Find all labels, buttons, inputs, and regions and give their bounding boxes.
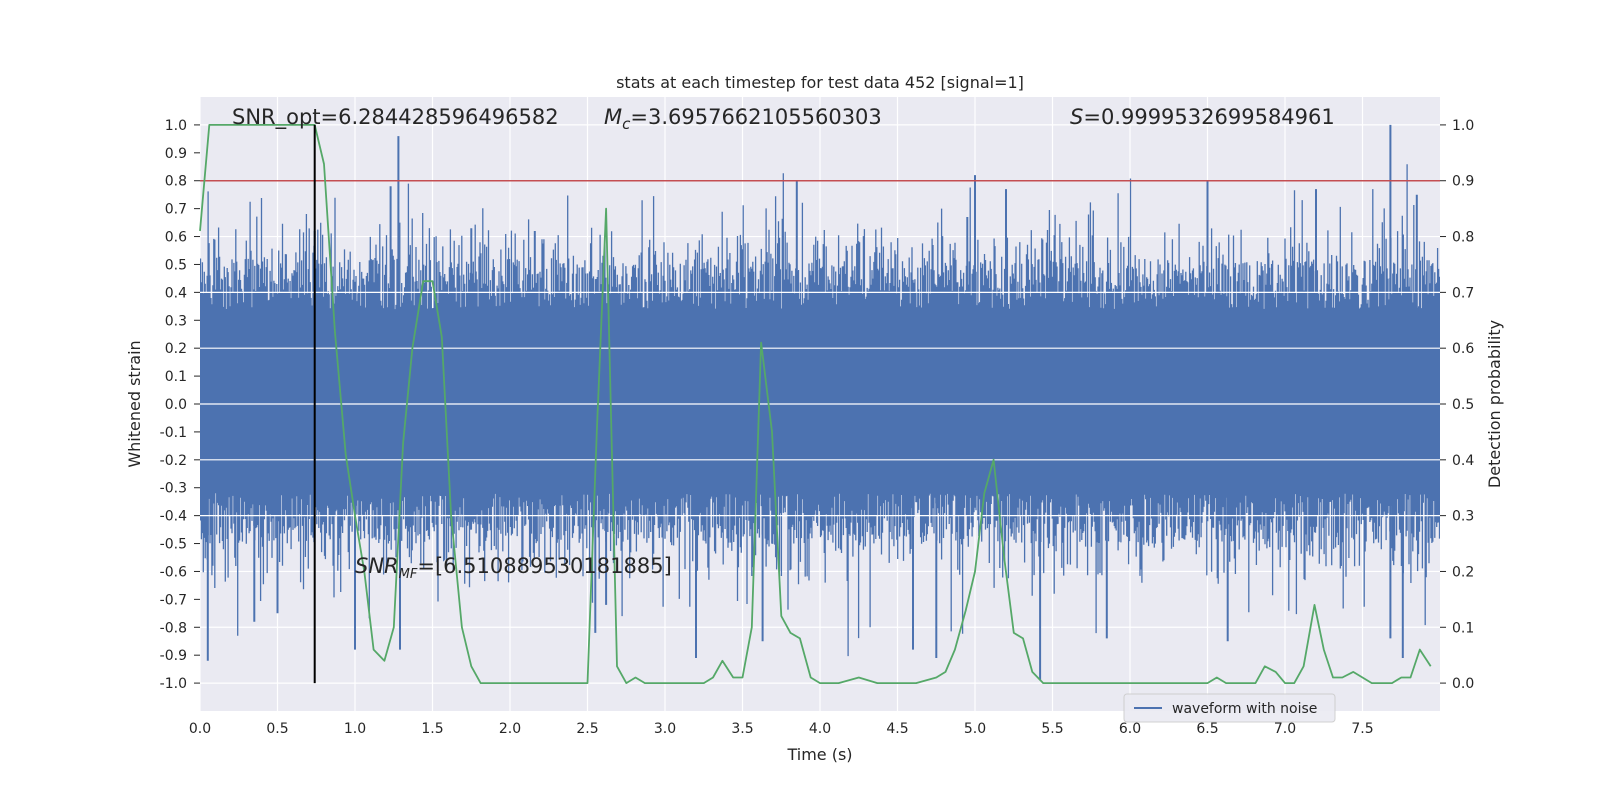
right-tick-label-10: 0.0 xyxy=(1452,676,1474,692)
snr-mf-value: =[6.510889530181885] xyxy=(417,554,671,578)
x-tick-label-15: 7.5 xyxy=(1351,721,1373,737)
y-tick-label-13: -0.3 xyxy=(160,481,187,497)
x-tick-label-5: 2.5 xyxy=(576,721,598,737)
right-tick-label-4: 0.6 xyxy=(1452,341,1474,357)
y-tick-label-20: -1.0 xyxy=(160,676,187,692)
y-tick-label-12: -0.2 xyxy=(160,453,187,469)
right-tick-label-9: 0.1 xyxy=(1452,620,1474,636)
y-tick-label-19: -0.9 xyxy=(160,648,187,664)
x-tick-label-13: 6.5 xyxy=(1196,721,1218,737)
y-axis-label-left: Whitened strain xyxy=(125,340,144,467)
snr-opt-annotation: SNR_opt=6.284428596496582 xyxy=(232,105,559,130)
chirp-mass-subscript: c xyxy=(622,115,631,133)
y-tick-label-3: 0.7 xyxy=(165,202,187,218)
chirp-mass-value: =3.6957662105560303 xyxy=(630,105,881,129)
right-tick-label-2: 0.8 xyxy=(1452,230,1474,246)
y-tick-label-10: 0.0 xyxy=(165,397,187,413)
legend-label: waveform with noise xyxy=(1172,701,1317,717)
y-tick-label-14: -0.4 xyxy=(160,509,187,525)
right-tick-label-8: 0.2 xyxy=(1452,564,1474,580)
y-tick-label-2: 0.8 xyxy=(165,174,187,190)
y-tick-label-17: -0.7 xyxy=(160,592,187,608)
y-tick-label-7: 0.3 xyxy=(165,313,187,329)
snr-mf-symbol: SNR xyxy=(355,554,399,578)
y-tick-label-1: 0.9 xyxy=(165,146,187,162)
x-tick-label-4: 2.0 xyxy=(499,721,521,737)
x-tick-label-1: 0.5 xyxy=(266,721,288,737)
x-tick-label-12: 6.0 xyxy=(1119,721,1141,737)
legend-box xyxy=(1123,693,1336,723)
right-tick-label-7: 0.3 xyxy=(1452,509,1474,525)
y-tick-label-4: 0.6 xyxy=(165,230,187,246)
y-ticks-right: 1.0 0.9 0.8 0.7 0.6 0.5 0.4 0.3 0.2 0.1 0.0 xyxy=(1440,118,1474,692)
y-tick-label-15: -0.5 xyxy=(160,537,187,553)
y-tick-label-5: 0.5 xyxy=(165,257,187,273)
right-tick-label-3: 0.7 xyxy=(1452,285,1474,301)
y-tick-label-18: -0.8 xyxy=(160,620,187,636)
chirp-mass-symbol: M xyxy=(604,105,622,129)
x-tick-label-2: 1.0 xyxy=(344,721,366,737)
x-ticks: 0.0 0.5 1.0 1.5 2.0 2.5 3.0 3.5 4.0 4.5 5.0 5.5 6.0 6… xyxy=(189,721,1374,737)
y-tick-label-0: 1.0 xyxy=(165,118,187,134)
snr-mf-annotation: SNRMF=[6.510889530181885] xyxy=(355,554,672,582)
x-tick-label-11: 5.5 xyxy=(1041,721,1063,737)
chirp-mass-annotation: Mc=3.6957662105560303 xyxy=(604,105,882,133)
snr-mf-subscript: MF xyxy=(399,567,418,582)
right-tick-label-0: 1.0 xyxy=(1452,118,1474,134)
score-value: =0.9999532699584961 xyxy=(1083,105,1334,129)
x-tick-label-6: 3.0 xyxy=(654,721,676,737)
right-tick-label-1: 0.9 xyxy=(1452,174,1474,190)
y-tick-label-6: 0.4 xyxy=(165,285,187,301)
y-tick-label-8: 0.2 xyxy=(165,341,187,357)
x-tick-label-14: 7.0 xyxy=(1274,721,1296,737)
score-annotation: S=0.9999532699584961 xyxy=(1070,105,1335,129)
y-axis-label-right: Detection probability xyxy=(1485,320,1504,488)
legend: waveform with noise xyxy=(1123,693,1336,723)
score-symbol: S xyxy=(1070,105,1083,129)
x-tick-label-10: 5.0 xyxy=(964,721,986,737)
x-tick-label-9: 4.5 xyxy=(886,721,908,737)
x-tick-label-8: 4.0 xyxy=(809,721,831,737)
right-tick-label-5: 0.5 xyxy=(1452,397,1474,413)
y-tick-label-11: -0.1 xyxy=(160,425,187,441)
x-tick-label-0: 0.0 xyxy=(189,721,211,737)
y-tick-label-16: -0.6 xyxy=(160,564,187,580)
right-tick-label-6: 0.4 xyxy=(1452,453,1474,469)
chart-title: stats at each timestep for test data 452… xyxy=(616,73,1024,92)
y-tick-label-9: 0.1 xyxy=(165,369,187,385)
x-axis-label: Time (s) xyxy=(786,745,852,764)
x-tick-label-3: 1.5 xyxy=(421,721,443,737)
y-ticks-left: 1.0 0.9 0.8 0.7 0.6 0.5 0.4 0.3 0.2 0.1 0.0 -0.1 -0.… xyxy=(160,118,200,692)
x-tick-label-7: 3.5 xyxy=(731,721,753,737)
probability-line xyxy=(199,124,1432,684)
